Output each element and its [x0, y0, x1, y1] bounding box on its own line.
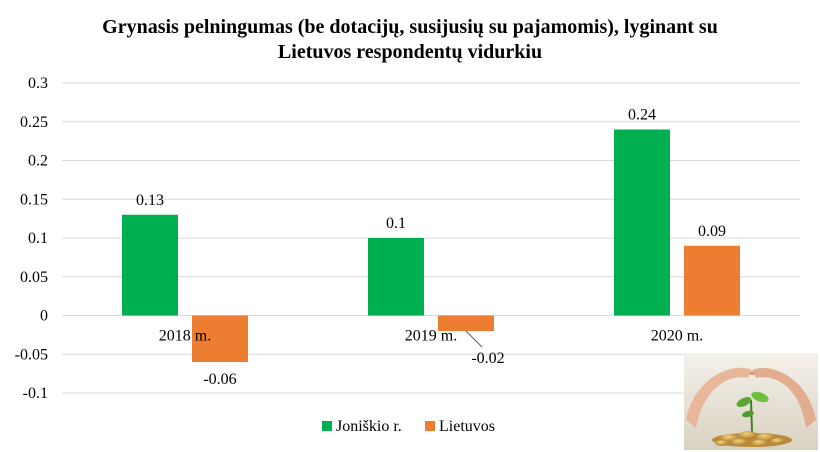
category-label: 2019 m. — [405, 328, 457, 345]
bars — [122, 129, 740, 362]
data-label-joniskio-0: 0.13 — [136, 192, 164, 209]
category-label: 2018 m. — [159, 328, 211, 345]
data-label-lietuvos-1: -0.02 — [471, 350, 504, 367]
category-labels: 2018 m. 2019 m. 2020 m. — [159, 328, 703, 345]
data-label-lietuvos-0: -0.06 — [203, 371, 236, 388]
legend-swatch-joniskio — [322, 421, 332, 431]
y-tick-label: 0.25 — [20, 114, 48, 131]
bar-lietuvos-1 — [438, 315, 494, 331]
legend-swatch-lietuvos — [425, 421, 435, 431]
chart-title-line-2: Lietuvos respondentų vidurkiu — [278, 41, 542, 63]
legend-entry-joniskio: Joniškio r. — [322, 418, 402, 435]
bar-joniskio-2 — [614, 129, 670, 316]
bar-joniskio-0 — [122, 214, 178, 316]
y-tick-label: 0.1 — [28, 230, 48, 247]
y-tick-label: 0 — [40, 308, 48, 325]
data-labels: 0.13 -0.06 0.1 -0.02 0.24 0.09 — [136, 107, 726, 389]
bar-lietuvos-0 — [192, 315, 248, 362]
category-label: 2020 m. — [651, 328, 703, 345]
legend-entry-lietuvos: Lietuvos — [425, 418, 495, 435]
data-label-joniskio-1: 0.1 — [386, 215, 406, 232]
legend-label-joniskio: Joniškio r. — [336, 418, 402, 435]
hands-plant-coins-image — [684, 353, 818, 450]
bar-joniskio-1 — [368, 238, 424, 316]
bar-lietuvos-2 — [684, 245, 740, 316]
y-tick-label: 0.3 — [28, 75, 48, 92]
y-tick-label: 0.05 — [20, 269, 48, 286]
data-label-joniskio-2: 0.24 — [628, 107, 656, 124]
data-label-lietuvos-2: 0.09 — [698, 223, 726, 240]
gridlines — [62, 82, 800, 394]
y-tick-label: -0.05 — [15, 346, 48, 363]
y-tick-label: 0.15 — [20, 191, 48, 208]
y-tick-label: 0.2 — [28, 153, 48, 170]
legend-label-lietuvos: Lietuvos — [439, 418, 495, 435]
y-tick-label: -0.1 — [23, 385, 48, 402]
data-label-leader-line — [465, 330, 483, 348]
legend: Joniškio r. Lietuvos — [322, 418, 495, 435]
y-axis-tick-labels: 0.3 0.25 0.2 0.15 0.1 0.05 0 -0.05 -0.1 — [15, 75, 48, 402]
leader-lines — [465, 330, 483, 348]
chart-title-line-1: Grynasis pelningumas (be dotacijų, susij… — [102, 16, 718, 38]
